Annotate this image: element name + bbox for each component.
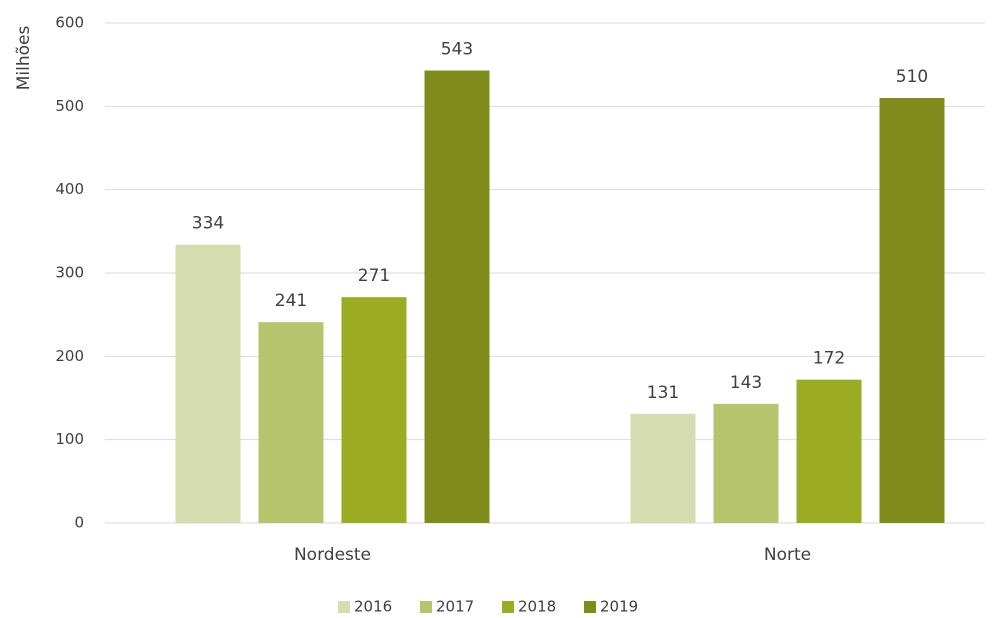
- bar: [341, 297, 407, 523]
- data-label: 334: [192, 214, 224, 234]
- data-label: 143: [730, 373, 762, 393]
- data-label: 172: [813, 349, 845, 369]
- data-label: 543: [441, 40, 473, 60]
- data-label: 131: [647, 383, 679, 403]
- legend-swatch: [420, 601, 432, 613]
- y-axis-label: Milhões: [14, 26, 34, 91]
- bar: [424, 70, 490, 523]
- bar: [796, 379, 862, 523]
- legend-label: 2017: [436, 598, 474, 616]
- bar: [175, 244, 241, 523]
- y-tick-label: 0: [74, 514, 84, 532]
- legend-swatch: [584, 601, 596, 613]
- y-tick-label: 100: [55, 430, 84, 448]
- legend-label: 2016: [354, 598, 392, 616]
- data-label: 241: [275, 291, 307, 311]
- y-tick-label: 200: [55, 347, 84, 365]
- y-tick-label: 600: [55, 14, 84, 32]
- bar: [630, 413, 696, 523]
- y-tick-label: 500: [55, 97, 84, 115]
- bar: [879, 98, 945, 523]
- data-label: 510: [896, 67, 928, 87]
- bar: [258, 322, 324, 523]
- y-tick-label: 300: [55, 264, 84, 282]
- legend-label: 2018: [518, 598, 556, 616]
- legend-swatch: [502, 601, 514, 613]
- data-label: 271: [358, 266, 390, 286]
- x-tick-label: Norte: [764, 545, 811, 565]
- x-tick-label: Nordeste: [294, 545, 371, 565]
- y-tick-label: 400: [55, 180, 84, 198]
- legend-label: 2019: [600, 598, 638, 616]
- legend-swatch: [338, 601, 350, 613]
- bar: [713, 403, 779, 523]
